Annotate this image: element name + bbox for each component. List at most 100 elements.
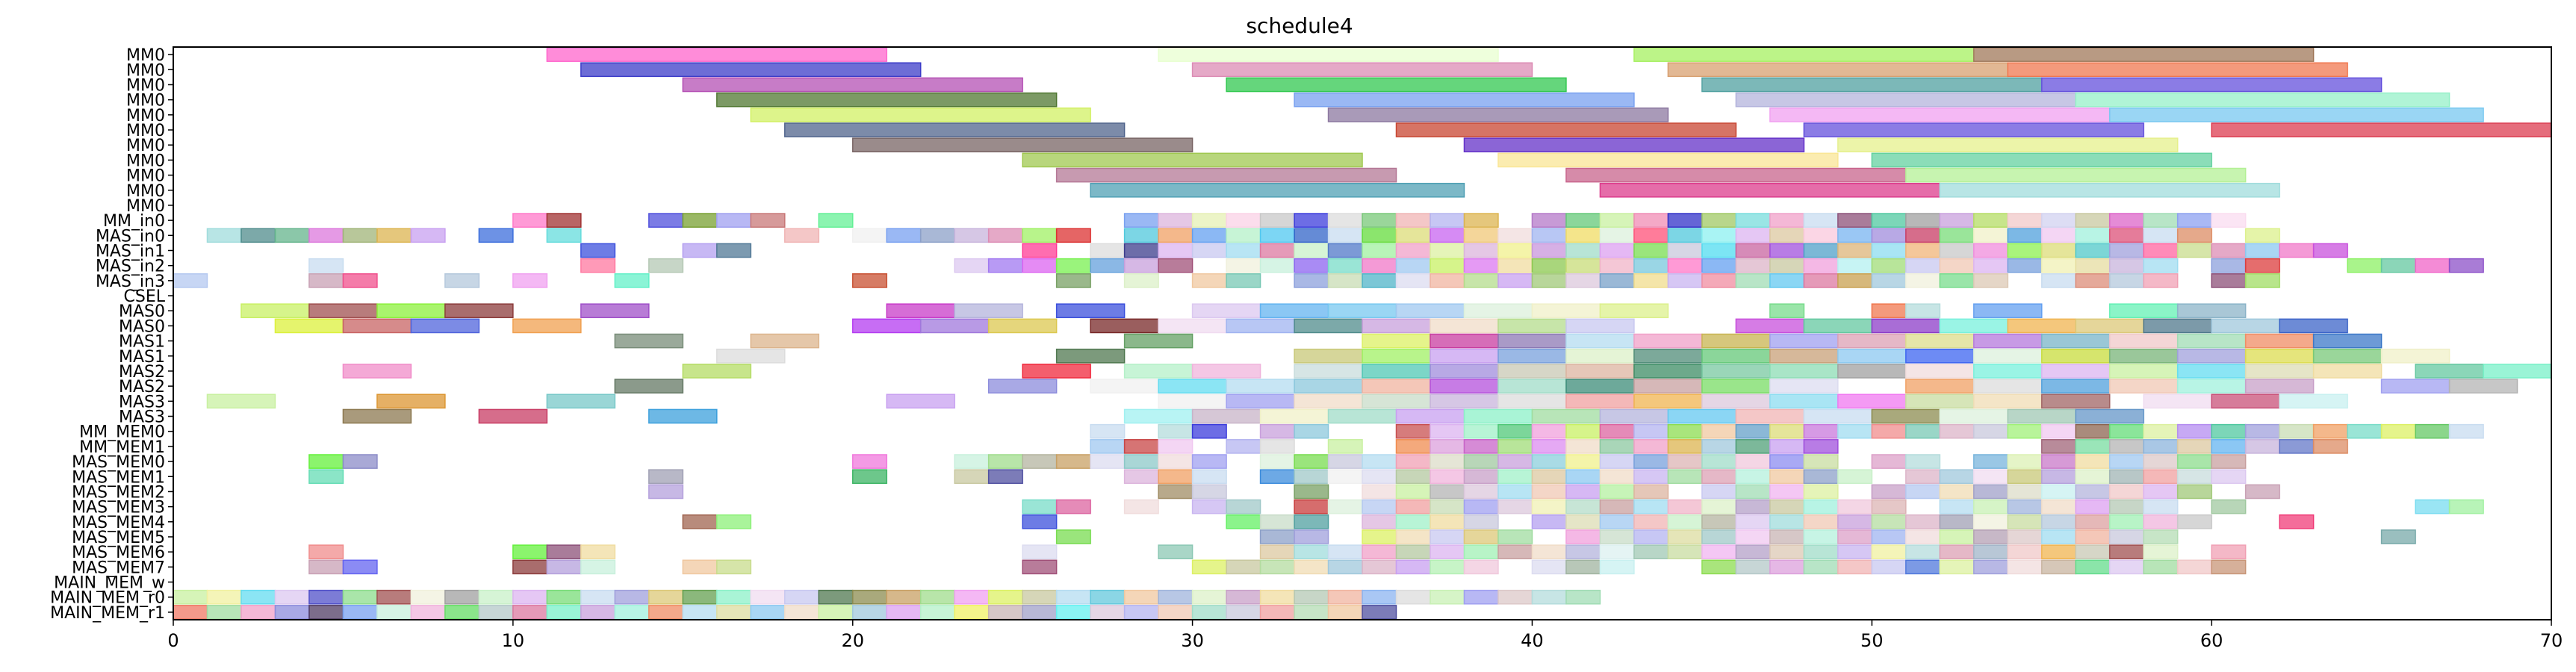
task-bar xyxy=(2108,514,2144,529)
task-bar xyxy=(1498,318,1567,334)
task-bar xyxy=(1633,258,1669,273)
task-bar xyxy=(987,469,1023,485)
task-bar xyxy=(1191,273,1227,288)
task-bar xyxy=(1769,107,2111,122)
task-bar xyxy=(1973,514,2008,529)
task-bar xyxy=(682,243,718,258)
task-bar xyxy=(2007,213,2043,228)
task-bar xyxy=(783,122,1126,137)
task-bar xyxy=(1667,469,1703,485)
task-bar xyxy=(1055,228,1091,243)
task-bar xyxy=(1395,258,1431,273)
task-bar xyxy=(1667,228,1703,243)
task-bar xyxy=(2007,454,2043,469)
task-bar xyxy=(2380,348,2451,364)
task-bar xyxy=(1633,484,1669,500)
task-bar xyxy=(1294,318,1363,334)
y-axis: MM0MM0MM0MM0MM0MM0MM0MM0MM0MM0MM0MM_in0M… xyxy=(50,46,173,623)
task-bar xyxy=(1769,393,1839,409)
task-bar xyxy=(342,273,378,288)
task-bar xyxy=(614,605,650,620)
task-bar xyxy=(1667,408,1737,424)
task-bar xyxy=(2312,423,2348,439)
task-bar xyxy=(987,379,1058,393)
task-bar xyxy=(1531,228,1567,243)
task-bar xyxy=(1837,333,1907,349)
task-bar xyxy=(546,589,582,605)
task-bar xyxy=(1191,213,1227,228)
task-bar xyxy=(954,258,990,273)
task-bar xyxy=(1498,152,1839,168)
task-bar xyxy=(444,589,480,605)
task-bar xyxy=(648,484,684,500)
task-bar xyxy=(173,589,208,605)
task-bar xyxy=(1531,499,1567,514)
task-bar xyxy=(342,454,378,469)
task-bar xyxy=(2211,243,2247,258)
task-bar xyxy=(1735,243,1771,258)
task-bar xyxy=(1226,243,1261,258)
task-bar xyxy=(919,228,955,243)
y-tick-label: MAS_MEM3 xyxy=(72,499,165,517)
task-bar xyxy=(1565,273,1601,288)
x-tick-label: 60 xyxy=(2200,630,2223,651)
task-bar xyxy=(1226,514,1261,529)
task-bar xyxy=(1294,423,1329,439)
task-bar xyxy=(1498,348,1567,364)
task-bar xyxy=(2176,228,2212,243)
task-bar xyxy=(1769,213,1805,228)
task-bar xyxy=(1430,589,1465,605)
task-bar xyxy=(1430,243,1465,258)
x-tick-label: 20 xyxy=(841,630,864,651)
task-bar xyxy=(2040,454,2076,469)
task-bar xyxy=(1939,213,1975,228)
task-bar xyxy=(1259,559,1295,575)
task-bar xyxy=(1327,273,1363,288)
task-bar xyxy=(2075,258,2111,273)
task-bar xyxy=(1905,167,2247,183)
task-bar xyxy=(1633,228,1669,243)
task-bar xyxy=(2075,408,2144,424)
task-bar xyxy=(1463,228,1499,243)
task-bar xyxy=(954,303,1023,319)
task-bar xyxy=(1430,484,1465,500)
task-bar xyxy=(1090,423,1126,439)
task-bar xyxy=(2075,514,2111,529)
task-bar xyxy=(1735,273,1771,288)
x-axis: 0 10 20 30 40 50 60 70 xyxy=(167,620,2563,651)
task-bar xyxy=(376,303,446,319)
task-bar xyxy=(1599,182,1941,198)
task-bar xyxy=(1055,499,1091,514)
y-tick-label: MAS1 xyxy=(119,333,165,352)
task-bar xyxy=(2108,484,2144,500)
task-bar xyxy=(1769,273,1805,288)
task-bar xyxy=(1090,258,1126,273)
task-bar xyxy=(2279,393,2348,409)
task-bar xyxy=(1327,605,1363,620)
task-bar xyxy=(1735,499,1771,514)
y-tick-label: MAS_MEM1 xyxy=(72,468,165,487)
task-bar xyxy=(1871,213,1907,228)
task-bar xyxy=(1803,408,1873,424)
task-bar xyxy=(1463,137,1805,153)
task-bar xyxy=(1022,364,1091,379)
task-bar xyxy=(1905,559,1941,575)
y-tick-label: MAS0 xyxy=(119,302,165,321)
task-bar xyxy=(1803,258,1839,273)
plot-frame xyxy=(173,46,2552,620)
task-bar xyxy=(1871,499,1907,514)
task-bar xyxy=(546,47,887,62)
task-bar xyxy=(206,589,242,605)
task-bar xyxy=(1871,544,1907,560)
task-bar xyxy=(1294,469,1329,485)
task-bar xyxy=(1395,514,1431,529)
task-bar xyxy=(1294,92,1635,108)
task-bar xyxy=(783,605,819,620)
task-bar xyxy=(1327,258,1363,273)
task-bar xyxy=(1701,423,1737,439)
y-tick-label: MM0 xyxy=(126,137,165,155)
task-bar xyxy=(1701,439,1737,454)
task-bar xyxy=(1565,364,1635,379)
task-bar xyxy=(1090,318,1159,334)
task-bar xyxy=(546,605,582,620)
